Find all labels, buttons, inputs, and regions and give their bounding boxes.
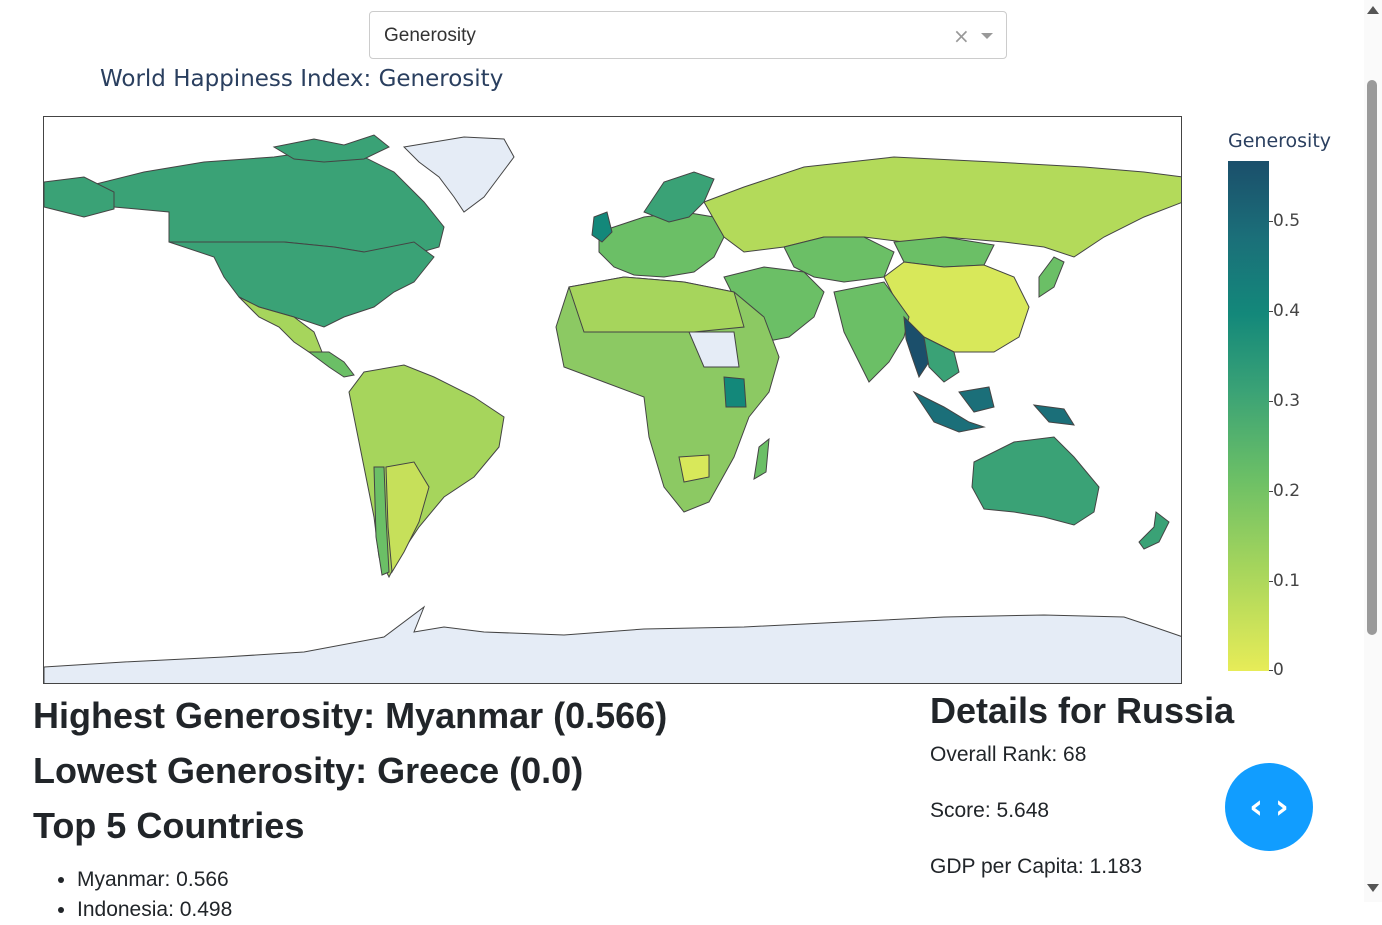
details-panel: Details for Russia Overall Rank: 68 Scor… <box>930 688 1234 911</box>
region-scandinavia[interactable] <box>643 171 715 223</box>
detail-rank: Overall Rank: 68 <box>930 743 1087 766</box>
code-icon[interactable]: ‹ › <box>1225 763 1313 851</box>
region-indochina[interactable] <box>923 336 960 383</box>
scrollbar-thumb[interactable] <box>1367 80 1377 635</box>
colorbar-tick-label: 0 <box>1273 660 1284 680</box>
highest-heading: Highest Generosity: Myanmar (0.566) <box>33 695 668 736</box>
region-japan[interactable] <box>1038 256 1065 298</box>
stats-panel: Highest Generosity: Myanmar (0.566) Lowe… <box>33 688 667 925</box>
region-north-africa[interactable] <box>568 276 745 333</box>
region-india[interactable] <box>833 281 910 383</box>
map-title: World Happiness Index: Generosity <box>100 66 504 92</box>
region-alaska[interactable] <box>44 176 115 218</box>
colorbar-tick-label: 0.5 <box>1273 211 1301 231</box>
region-borneo[interactable] <box>958 386 995 413</box>
region-usa[interactable] <box>168 241 435 328</box>
map-svg[interactable] <box>44 117 1182 684</box>
region-australia[interactable] <box>971 436 1100 526</box>
region-kenya[interactable] <box>723 376 747 408</box>
colorbar-tickmark <box>1269 401 1273 402</box>
colorbar-tick-label: 0.4 <box>1273 301 1301 321</box>
colorbar-tick-label: 0.2 <box>1273 481 1301 501</box>
region-arctic-islands[interactable] <box>272 134 390 163</box>
details-heading: Details for Russia <box>930 690 1235 731</box>
region-indonesia[interactable] <box>912 390 986 433</box>
region-south-america[interactable] <box>348 364 505 579</box>
colorbar-tickmark <box>1269 311 1273 312</box>
region-central-america[interactable] <box>307 351 355 378</box>
world-choropleth-map[interactable] <box>43 116 1182 684</box>
colorbar <box>1228 161 1269 671</box>
region-europe[interactable] <box>598 211 725 278</box>
colorbar-tickmark <box>1269 491 1273 492</box>
lowest-heading: Lowest Generosity: Greece (0.0) <box>33 750 584 791</box>
colorbar-tickmark <box>1269 670 1273 671</box>
clear-icon[interactable]: × <box>953 24 970 48</box>
colorbar-tick-label: 0.3 <box>1273 391 1301 411</box>
region-new-zealand[interactable] <box>1138 511 1170 550</box>
region-canada[interactable] <box>82 146 445 258</box>
list-item: Myanmar: 0.566 <box>77 865 667 895</box>
scroll-up-arrow-icon[interactable] <box>1367 6 1379 14</box>
detail-gdp: GDP per Capita: 1.183 <box>930 855 1143 878</box>
top5-list: Myanmar: 0.566 Indonesia: 0.498 <box>33 865 667 925</box>
region-uk[interactable] <box>591 211 613 243</box>
scroll-down-arrow-icon[interactable] <box>1367 884 1379 892</box>
colorbar-title: Generosity <box>1228 130 1332 152</box>
region-antarctica[interactable] <box>44 605 1182 684</box>
region-greenland[interactable] <box>402 136 515 213</box>
region-chile[interactable] <box>373 466 390 576</box>
colorbar-tick-label: 0.1 <box>1273 571 1301 591</box>
metric-dropdown[interactable]: Generosity × <box>369 11 1007 59</box>
colorbar-tickmark <box>1269 581 1273 582</box>
dropdown-selected-value: Generosity <box>384 25 476 46</box>
colorbar-tickmark <box>1269 221 1273 222</box>
chevron-down-icon[interactable] <box>981 33 993 39</box>
top5-heading: Top 5 Countries <box>33 805 305 846</box>
region-southern-africa[interactable] <box>678 454 710 483</box>
region-png[interactable] <box>1032 404 1075 426</box>
region-madagascar[interactable] <box>753 437 770 480</box>
list-item: Indonesia: 0.498 <box>77 895 667 925</box>
region-sudan[interactable] <box>688 331 740 368</box>
region-argentina[interactable] <box>385 461 430 574</box>
detail-score: Score: 5.648 <box>930 799 1050 822</box>
